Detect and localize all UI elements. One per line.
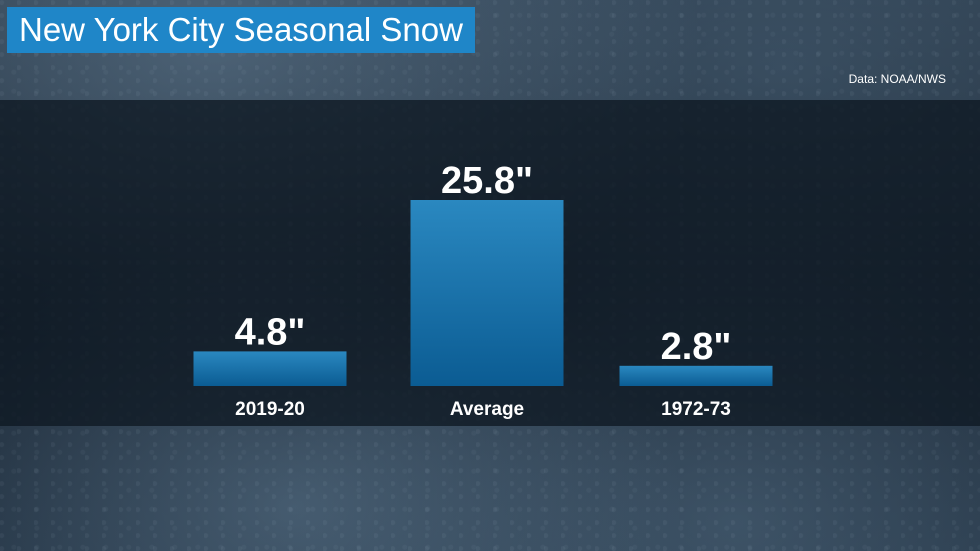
bar-average bbox=[410, 200, 564, 386]
bar-2019-20 bbox=[193, 351, 347, 386]
category-label: 1972-73 bbox=[661, 399, 731, 420]
bar-value-label: 2.8" bbox=[661, 326, 732, 368]
bar-chart: 4.8" 2019-20 25.8" Average 2.8" 1972-73 bbox=[193, 160, 773, 420]
bar-group: 4.8" 2019-20 25.8" Average 2.8" 1972-73 bbox=[193, 160, 773, 420]
category-label: Average bbox=[450, 399, 524, 420]
bar-value-label: 4.8" bbox=[235, 311, 306, 353]
page-title: New York City Seasonal Snow bbox=[19, 11, 463, 48]
bar-1972-73 bbox=[619, 365, 773, 386]
bar-value-label: 25.8" bbox=[441, 160, 533, 202]
data-source-label: Data: NOAA/NWS bbox=[848, 72, 946, 86]
title-banner: New York City Seasonal Snow bbox=[7, 7, 475, 53]
category-label: 2019-20 bbox=[235, 399, 305, 420]
